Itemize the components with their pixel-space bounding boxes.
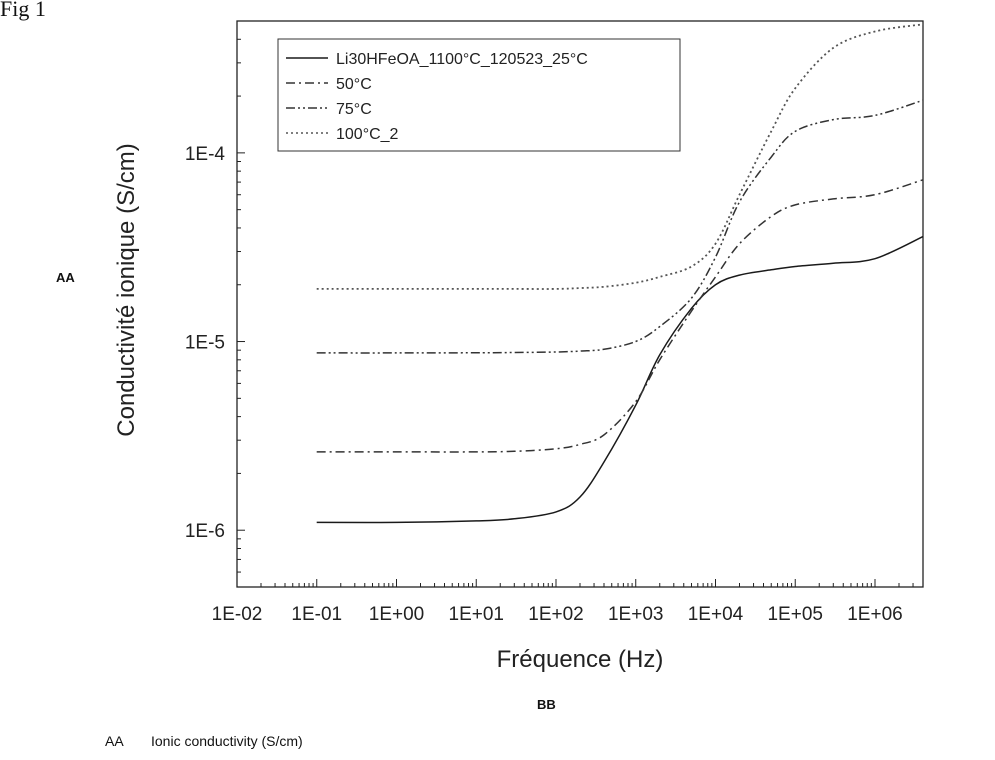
- x-axis-title: Fréquence (Hz): [497, 646, 664, 673]
- series-line-2: [317, 180, 923, 452]
- conductivity-chart: 1E-02 1E-01 1E+00 1E+01 1E+02 1E+03 1E+04 1E+05…: [0, 0, 995, 760]
- legend: Li30HFeOA_1100°C_120523_25°C 50°C 75°C 100°…: [278, 39, 680, 151]
- legend-label-2: 50°C: [336, 76, 372, 93]
- y-tick-label: 1E-5: [185, 333, 225, 354]
- x-tick-label: 1E+01: [449, 604, 504, 625]
- x-tick-label: 1E+05: [767, 604, 822, 625]
- aa-marker: AA: [56, 270, 75, 285]
- footnote: AAIonic conductivity (S/cm): [105, 733, 303, 749]
- tick-labels: 1E-02 1E-01 1E+00 1E+01 1E+02 1E+03 1E+04 1E+05…: [185, 144, 903, 625]
- x-tick-label: 1E+03: [608, 604, 663, 625]
- x-tick-label: 1E+02: [528, 604, 583, 625]
- legend-label-1: Li30HFeOA_1100°C_120523_25°C: [336, 51, 588, 68]
- y-tick-label: 1E-6: [185, 521, 225, 542]
- x-tick-label: 1E+04: [688, 604, 744, 625]
- bb-marker: BB: [537, 697, 556, 712]
- series-line-1: [317, 237, 923, 523]
- x-tick-label: 1E+06: [847, 604, 902, 625]
- legend-label-4: 100°C_2: [336, 126, 399, 143]
- x-tick-label: 1E-01: [291, 604, 342, 625]
- footnote-key: AA: [105, 733, 151, 749]
- x-tick-label: 1E-02: [212, 604, 263, 625]
- legend-label-3: 75°C: [336, 101, 372, 118]
- x-tick-label: 1E+00: [369, 604, 424, 625]
- y-tick-label: 1E-4: [185, 144, 226, 165]
- footnote-text: Ionic conductivity (S/cm): [151, 733, 303, 749]
- y-axis-title: Conductivité ionique (S/cm): [113, 143, 140, 436]
